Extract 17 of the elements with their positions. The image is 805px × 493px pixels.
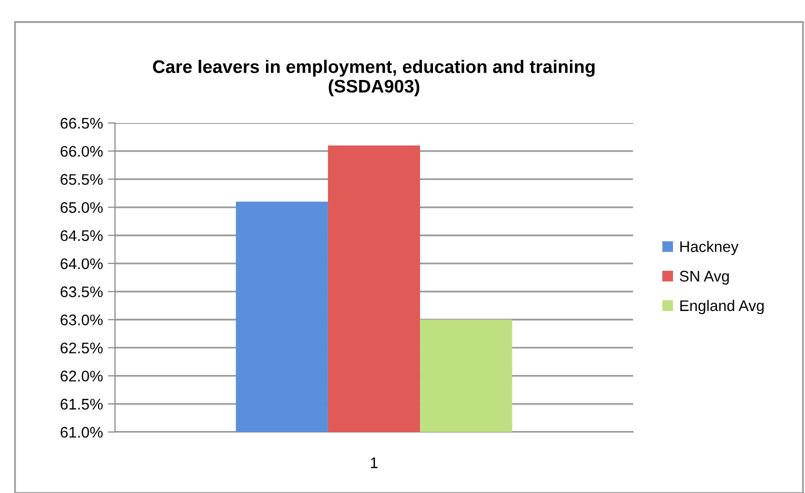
legend-label: England Avg <box>680 300 764 314</box>
y-tick-label: 64.5% <box>60 230 103 242</box>
y-tick-label: 61.5% <box>60 398 103 410</box>
y-tick-label: 64.0% <box>60 258 103 270</box>
chart-title: Care leavers in employment, education and training (SSDA903) <box>153 60 595 96</box>
y-tick-label: 63.5% <box>60 286 103 298</box>
y-tick-label: 61.0% <box>60 426 103 438</box>
y-tick-label: 62.5% <box>60 342 103 354</box>
y-tick-label: 65.5% <box>60 174 103 185</box>
legend-label: Hackney <box>680 240 739 256</box>
y-tick-label: 63.0% <box>60 314 103 326</box>
y-tick-label: 66.5% <box>60 118 103 129</box>
legend-label: SN Avg <box>680 270 729 285</box>
y-tick-label: 66.0% <box>60 146 103 157</box>
y-tick-label: 62.0% <box>60 370 103 382</box>
x-tick-label: 1 <box>370 458 378 468</box>
y-tick-label: 65.0% <box>60 202 103 213</box>
